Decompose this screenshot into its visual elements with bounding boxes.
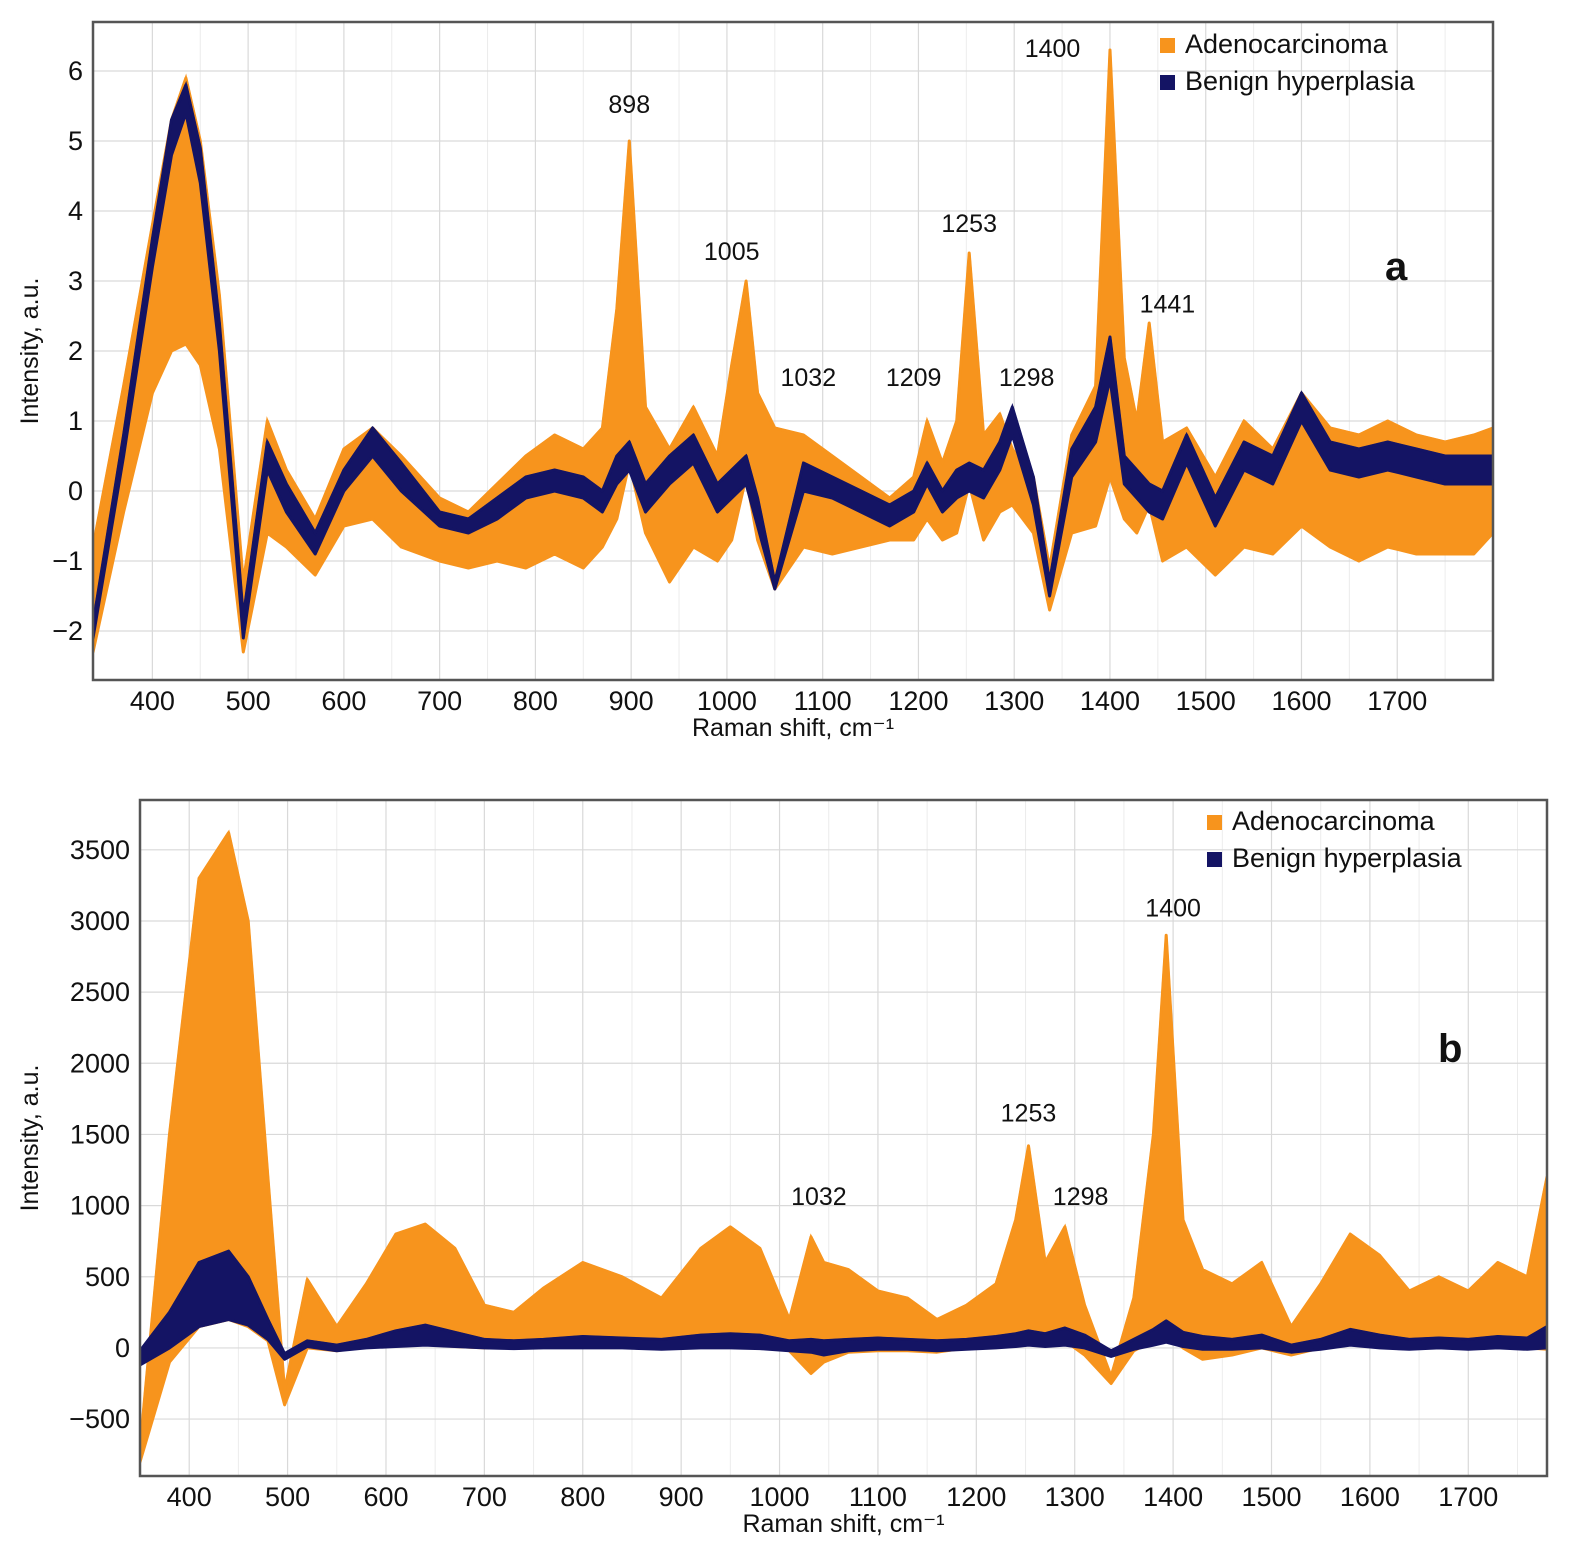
peak-label: 1032	[781, 364, 837, 392]
legend-swatch-benign-hyperplasia	[1207, 852, 1222, 867]
y-tick-labels-a: −2 −1 0 1 2 3 4 5 6	[52, 56, 83, 646]
x-tick-label: 800	[560, 1482, 605, 1512]
legend-label-adenocarcinoma: Adenocarcinoma	[1232, 806, 1436, 836]
x-tick-label: 1300	[1045, 1482, 1105, 1512]
x-tick-label: 1200	[946, 1482, 1006, 1512]
peak-label: 1298	[999, 364, 1055, 392]
series-line-benign-hyperplasia	[93, 80, 1493, 625]
y-tick-label: 1500	[70, 1119, 130, 1149]
x-tick-label: 1600	[1271, 686, 1331, 716]
y-tick-label: 2500	[70, 977, 130, 1007]
x-tick-label: 1400	[1143, 1482, 1203, 1512]
peak-label: 1209	[886, 364, 942, 392]
x-tick-label: 1300	[984, 686, 1044, 716]
x-tick-label: 1100	[849, 1482, 907, 1512]
peak-label: 1400	[1145, 895, 1201, 923]
y-tick-label: 3	[68, 266, 83, 296]
legend-swatch-benign-hyperplasia	[1160, 75, 1175, 90]
peak-annotations-b: 1032 1253 1298 1400	[791, 895, 1201, 1211]
x-tick-label: 1200	[888, 686, 948, 716]
x-tick-labels-a: 400 500 600 700 800 900 1000 1100 1200 1300 1400 15…	[130, 686, 1427, 716]
y-tick-label: 0	[68, 476, 83, 506]
peak-label: 1400	[1025, 35, 1081, 63]
x-tick-label: 1700	[1367, 686, 1427, 716]
series-line-benign-hyperplasia	[140, 1249, 1547, 1356]
x-tick-label: 700	[462, 1482, 507, 1512]
chart-panel-a: 400 500 600 700 800 900 1000 1100 1200 1300 1400 15…	[16, 20, 1495, 742]
x-axis-label-a: Raman shift, cm⁻¹	[692, 714, 894, 742]
legend-b: Adenocarcinoma Benign hyperplasia	[1207, 806, 1463, 873]
x-tick-label: 1600	[1340, 1482, 1400, 1512]
x-tick-label: 1500	[1241, 1482, 1301, 1512]
gridlines-a	[93, 22, 1493, 680]
peak-label: 1298	[1053, 1183, 1109, 1211]
x-tick-label: 1700	[1438, 1482, 1498, 1512]
y-tick-label: −2	[52, 616, 83, 646]
panel-label-a: a	[1385, 245, 1408, 289]
x-tick-label: 600	[321, 686, 366, 716]
legend-label-benign-hyperplasia: Benign hyperplasia	[1232, 843, 1463, 873]
peak-annotations-a: 898 1005 1032 1209 1253 1298 1400 1441	[608, 35, 1195, 392]
peak-label: 1253	[1001, 1100, 1057, 1128]
peak-label: 1441	[1140, 291, 1196, 319]
peak-label: 1253	[941, 210, 997, 238]
y-tick-label: 0	[115, 1333, 130, 1363]
x-tick-label: 1000	[697, 686, 757, 716]
y-axis-label-b: Intensity, a.u.	[16, 1065, 44, 1212]
x-tick-label: 1000	[750, 1482, 810, 1512]
x-axis-label-b: Raman shift, cm⁻¹	[742, 1510, 944, 1538]
x-tick-labels-b: 400 500 600 700 800 900 1000 1100 1200 1300 1400 15…	[167, 1482, 1499, 1512]
legend-label-benign-hyperplasia: Benign hyperplasia	[1185, 66, 1416, 96]
x-tick-label: 500	[265, 1482, 310, 1512]
x-tick-label: 400	[167, 1482, 212, 1512]
panel-label-b: b	[1438, 1027, 1462, 1071]
y-tick-label: 500	[85, 1262, 130, 1292]
x-tick-label: 400	[130, 686, 175, 716]
legend-label-adenocarcinoma: Adenocarcinoma	[1185, 29, 1389, 59]
series-band-adenocarcinoma	[140, 831, 1547, 1464]
y-tick-label: 2000	[70, 1048, 130, 1078]
y-tick-label: 1	[68, 406, 83, 436]
y-tick-label: 3000	[70, 906, 130, 936]
series-area-b	[140, 829, 1547, 1464]
peak-label: 1032	[791, 1183, 847, 1211]
x-tick-label: 500	[226, 686, 271, 716]
y-tick-label: 5	[68, 126, 83, 156]
x-tick-label: 1100	[794, 686, 852, 716]
chart-panel-b: 400 500 600 700 800 900 1000 1100 1200 1300 1400 15…	[16, 798, 1549, 1538]
legend-swatch-adenocarcinoma	[1160, 38, 1175, 53]
peak-label: 1005	[704, 238, 760, 266]
x-tick-label: 900	[609, 686, 654, 716]
plot-frame-a	[91, 20, 1495, 682]
x-tick-label: 600	[363, 1482, 408, 1512]
plot-frame-b	[138, 798, 1549, 1478]
x-tick-label: 1400	[1080, 686, 1140, 716]
legend-a: Adenocarcinoma Benign hyperplasia	[1160, 29, 1416, 96]
y-tick-label: 2	[68, 336, 83, 366]
y-tick-label: 6	[68, 56, 83, 86]
x-tick-label: 800	[513, 686, 558, 716]
legend-swatch-adenocarcinoma	[1207, 815, 1222, 830]
series-line-adenocarcinoma	[93, 49, 1493, 583]
y-tick-label: −1	[52, 546, 83, 576]
x-tick-label: 1500	[1176, 686, 1236, 716]
y-tick-label: 4	[68, 196, 83, 226]
x-tick-label: 900	[659, 1482, 704, 1512]
y-tick-label: 3500	[70, 835, 130, 865]
series-area-a	[93, 48, 1493, 654]
y-axis-label-a: Intensity, a.u.	[16, 278, 44, 425]
peak-label: 898	[608, 91, 650, 119]
y-tick-label: 1000	[70, 1191, 130, 1221]
x-tick-label: 700	[417, 686, 462, 716]
y-tick-label: −500	[69, 1404, 130, 1434]
gridlines-b	[140, 800, 1547, 1476]
series-line-adenocarcinoma	[140, 829, 1547, 1448]
y-tick-labels-b: −500 0 500 1000 1500 2000 2500 3000 3500	[69, 835, 130, 1434]
